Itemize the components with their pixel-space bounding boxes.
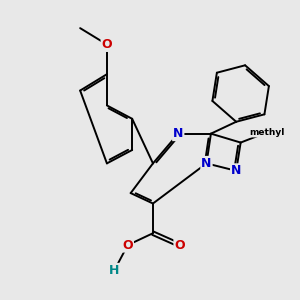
- Text: methyl: methyl: [250, 128, 285, 137]
- Text: N: N: [201, 157, 212, 170]
- Text: O: O: [122, 238, 133, 252]
- Text: N: N: [173, 127, 183, 140]
- Text: N: N: [231, 164, 242, 177]
- Text: O: O: [174, 238, 185, 252]
- Text: O: O: [102, 38, 112, 51]
- Text: H: H: [109, 264, 119, 277]
